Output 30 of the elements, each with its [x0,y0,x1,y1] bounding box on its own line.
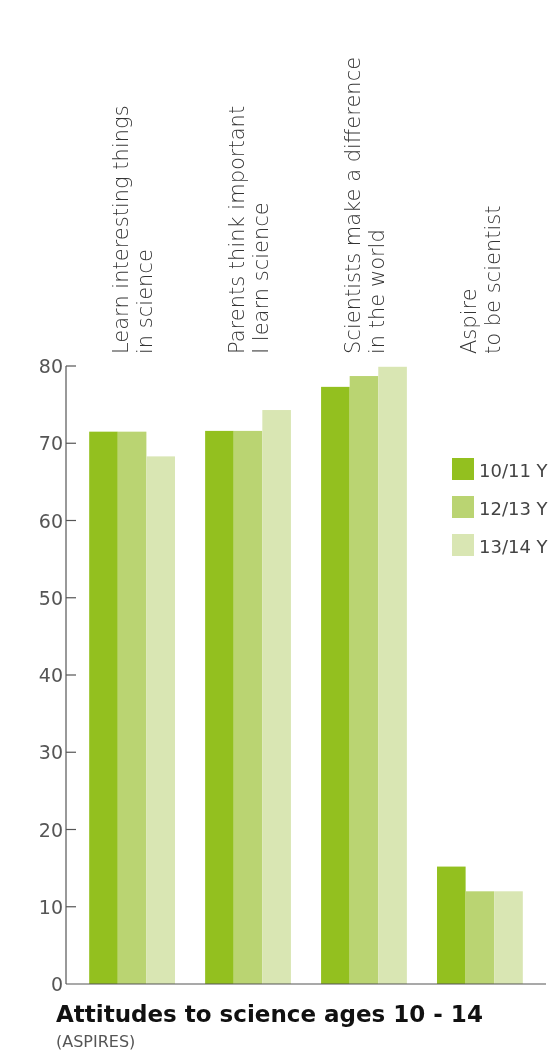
x-tick-label: Scientists make a difference in the world [340,56,389,354]
y-tick-label: 10 [38,895,63,918]
bar [494,891,523,984]
x-tick-label: Learn interesting things in science [109,105,158,354]
bar [205,430,234,984]
y-tick-label: 60 [38,509,63,532]
y-tick-label: 0 [50,973,63,995]
text: (ASPIRES) [56,1032,136,1051]
bar [349,376,379,984]
bar [378,366,407,984]
bar [437,866,466,984]
bar [233,430,263,984]
bar [321,386,350,984]
x-tick-label: Aspire to be scientist [456,205,505,354]
y-tick-label: 30 [38,741,63,764]
legend-label: 10/11 Y [479,460,549,481]
y-tick-label: 40 [38,664,63,686]
legend-label: 12/13 Y [479,498,549,519]
bar [262,410,291,984]
text: Attitudes to science ages 10 - 14 [56,1001,483,1027]
x-tick-label: Parents think important I learn science [225,105,274,354]
y-tick-label: 80 [38,355,63,377]
bar [117,431,147,984]
bar [146,456,175,984]
y-tick-label: 50 [38,586,63,609]
y-tick-label: 20 [38,818,63,841]
y-tick-label: 70 [38,432,63,455]
bar [465,891,495,984]
legend-label: 13/14 Y [479,536,549,557]
bar [89,431,118,984]
